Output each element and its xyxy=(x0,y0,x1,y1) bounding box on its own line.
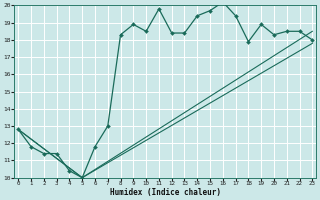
X-axis label: Humidex (Indice chaleur): Humidex (Indice chaleur) xyxy=(110,188,221,197)
